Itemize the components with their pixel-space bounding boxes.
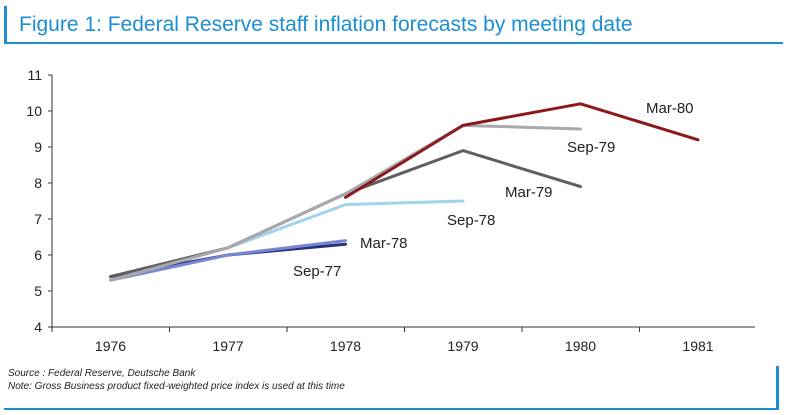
x-tick-label: 1976 — [95, 338, 126, 354]
method-note: Note: Gross Business product fixed-weigh… — [8, 381, 345, 392]
y-tick-label: 5 — [34, 283, 42, 299]
x-tick-label: 1980 — [565, 338, 596, 354]
y-tick-label: 4 — [34, 319, 42, 335]
chart-footer: Source : Federal Reserve, Deutsche Bank … — [4, 366, 779, 410]
source-note: Source : Federal Reserve, Deutsche Bank — [8, 368, 196, 379]
series-labels: Mar-80 Sep-79 Mar-79 Sep-78 Mar-78 Sep-77 — [293, 100, 694, 280]
series-line-mar-80 — [344, 102, 700, 199]
series-layer — [109, 102, 700, 282]
line-chart: 4 5 6 7 8 9 10 11 1976 1977 1978 1979 1980 1981 Mar-8… — [26, 67, 755, 354]
x-tick-label: 1978 — [330, 338, 361, 354]
series-line-mar-79 — [109, 149, 582, 279]
y-tick-label: 7 — [34, 211, 42, 227]
chart-title: Figure 1: Federal Reserve staff inflatio… — [19, 13, 633, 36]
series-label-mar-80: Mar-80 — [646, 100, 694, 117]
y-tick-label: 10 — [26, 103, 42, 119]
series-label-sep-79: Sep-79 — [567, 139, 615, 156]
series-line-sep-79 — [109, 123, 582, 282]
series-label-mar-79: Mar-79 — [505, 184, 553, 201]
series-label-sep-77: Sep-77 — [293, 263, 341, 280]
x-tick-label: 1977 — [212, 338, 243, 354]
axis-layer: 4 5 6 7 8 9 10 11 1976 1977 1978 1979 1980 1981 — [26, 67, 755, 354]
y-tick-label: 9 — [34, 139, 42, 155]
title-bar: Figure 1: Federal Reserve staff inflatio… — [4, 6, 783, 44]
series-label-mar-78: Mar-78 — [360, 235, 408, 252]
x-tick-label: 1979 — [447, 338, 478, 354]
y-tick-label: 6 — [34, 247, 42, 263]
x-tick-label: 1981 — [682, 338, 713, 354]
y-tick-label: 8 — [34, 175, 42, 191]
series-line-mar-78 — [109, 239, 347, 282]
y-tick-label: 11 — [27, 67, 42, 83]
series-label-sep-78: Sep-78 — [447, 212, 495, 229]
